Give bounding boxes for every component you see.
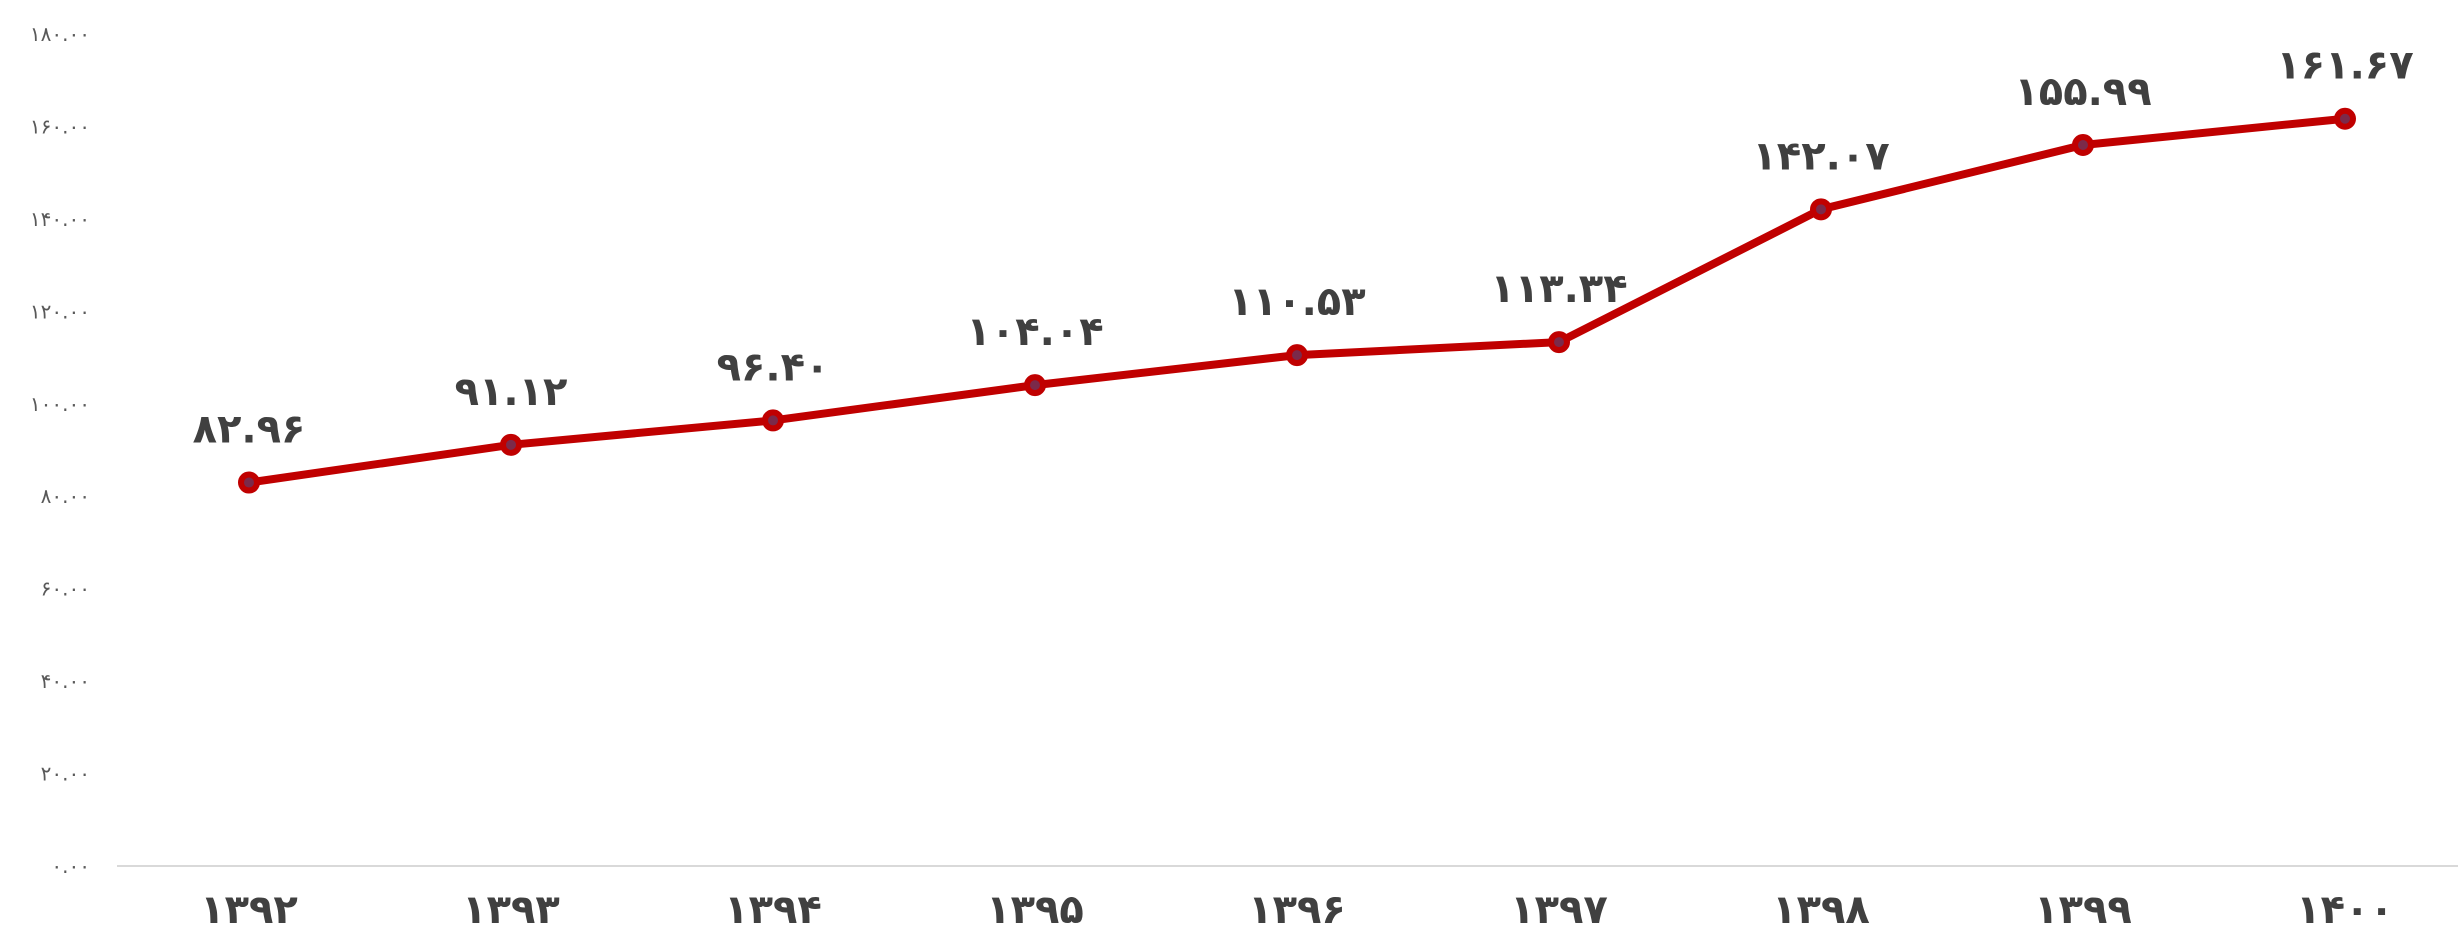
data-label: ۱۵۵.۹۹ <box>2014 69 2151 115</box>
data-point-marker <box>2334 107 2356 130</box>
x-tick-label: ۱۳۹۶ <box>1248 887 1346 933</box>
data-point-marker <box>762 409 784 432</box>
data-point-marker <box>1548 331 1570 354</box>
y-tick-label: ۱۴۰.۰۰ <box>30 207 90 231</box>
data-label: ۱۱۰.۵۳ <box>1228 279 1365 325</box>
y-tick-label: ۶۰.۰۰ <box>41 577 90 601</box>
x-axis-tick-labels: ۱۳۹۲ ۱۳۹۳ ۱۳۹۴ ۱۳۹۵ ۱۳۹۶ ۱۳۹۷ ۱۳۹۸ ۱۳۹۹ ۱۴۰۰ <box>200 887 2394 933</box>
data-label: ۱۰۴.۰۴ <box>966 309 1103 355</box>
data-label-group: ۸۲.۹۶ ۹۱.۱۲ ۹۶.۴۰ ۱۰۴.۰۴ ۱۱۰.۵۳ ۱۱۳.۳۴ ۱۴۲.۰۷ ۱… <box>193 43 2414 453</box>
x-tick-label: ۱۳۹۵ <box>986 887 1084 933</box>
data-point-marker <box>1286 344 1308 367</box>
x-tick-label: ۱۳۹۷ <box>1510 887 1608 933</box>
y-tick-label: ۱۲۰.۰۰ <box>30 299 90 323</box>
data-point-marker <box>2072 133 2094 156</box>
x-tick-label: ۱۴۰۰ <box>2296 887 2394 933</box>
data-point-marker <box>500 433 522 456</box>
y-tick-label: ۰.۰۰ <box>51 854 90 878</box>
data-label: ۱۶۱.۶۷ <box>2276 43 2413 89</box>
data-point-marker <box>1810 198 1832 221</box>
x-tick-label: ۱۳۹۴ <box>724 887 822 933</box>
data-label: ۱۴۲.۰۷ <box>1752 133 1889 179</box>
y-tick-label: ۱۰۰.۰۰ <box>30 392 90 416</box>
y-tick-label: ۴۰.۰۰ <box>41 669 90 693</box>
x-tick-label: ۱۳۹۳ <box>462 887 560 933</box>
y-tick-label: ۱۸۰.۰۰ <box>30 22 90 46</box>
data-label: ۹۱.۱۲ <box>455 369 568 415</box>
data-label: ۹۶.۴۰ <box>717 344 830 390</box>
y-tick-label: ۱۶۰.۰۰ <box>30 114 90 138</box>
x-tick-label: ۱۳۹۸ <box>1772 887 1870 933</box>
series-line-group <box>238 107 2356 494</box>
y-tick-label: ۸۰.۰۰ <box>41 484 90 508</box>
x-tick-label: ۱۳۹۲ <box>200 887 298 933</box>
data-point-marker <box>1024 374 1046 397</box>
y-axis-tick-labels: ۰.۰۰ ۲۰.۰۰ ۴۰.۰۰ ۶۰.۰۰ ۸۰.۰۰ ۱۰۰.۰۰ ۱۲۰.۰۰ ۱۴۰.… <box>30 22 90 878</box>
x-tick-label: ۱۳۹۹ <box>2034 887 2132 933</box>
data-label: ۱۱۳.۳۴ <box>1490 266 1627 312</box>
y-tick-label: ۲۰.۰۰ <box>41 762 90 786</box>
data-point-marker <box>238 471 260 494</box>
data-label: ۸۲.۹۶ <box>193 407 306 453</box>
